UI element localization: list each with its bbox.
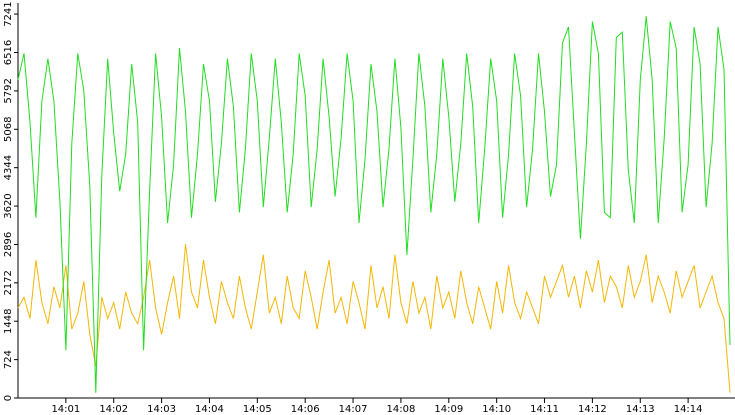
x-tick-label: 14:03	[147, 404, 176, 415]
x-tick-label: 14:08	[387, 404, 416, 415]
x-tick-label: 14:07	[339, 404, 368, 415]
x-tick-label: 14:12	[578, 404, 607, 415]
y-tick-label: 7241	[3, 1, 14, 26]
y-tick-label: 2896	[3, 232, 14, 257]
y-tick-label: 5068	[3, 117, 14, 142]
x-tick-label: 14:01	[51, 404, 80, 415]
y-tick-label: 724	[3, 350, 14, 369]
x-tick-label: 14:13	[626, 404, 655, 415]
x-tick-label: 14:14	[674, 404, 703, 415]
series-line	[17, 244, 731, 393]
y-tick-label: 4344	[3, 155, 14, 180]
y-tick-label: 5792	[3, 78, 14, 103]
x-tick-label: 14:02	[99, 404, 128, 415]
y-tick-label: 6516	[3, 40, 14, 65]
y-tick-label: 3620	[3, 193, 14, 218]
x-tick-label: 14:11	[530, 404, 559, 415]
x-tick-label: 14:09	[434, 404, 463, 415]
y-tick-label: 0	[3, 395, 14, 401]
x-tick-label: 14:10	[482, 404, 511, 415]
x-tick-label: 14:06	[291, 404, 320, 415]
y-tick-label: 1448	[3, 309, 14, 334]
y-tick-label: 2172	[3, 270, 14, 295]
x-tick-label: 14:05	[243, 404, 272, 415]
x-tick-label: 14:04	[195, 404, 224, 415]
series-line	[17, 16, 731, 393]
